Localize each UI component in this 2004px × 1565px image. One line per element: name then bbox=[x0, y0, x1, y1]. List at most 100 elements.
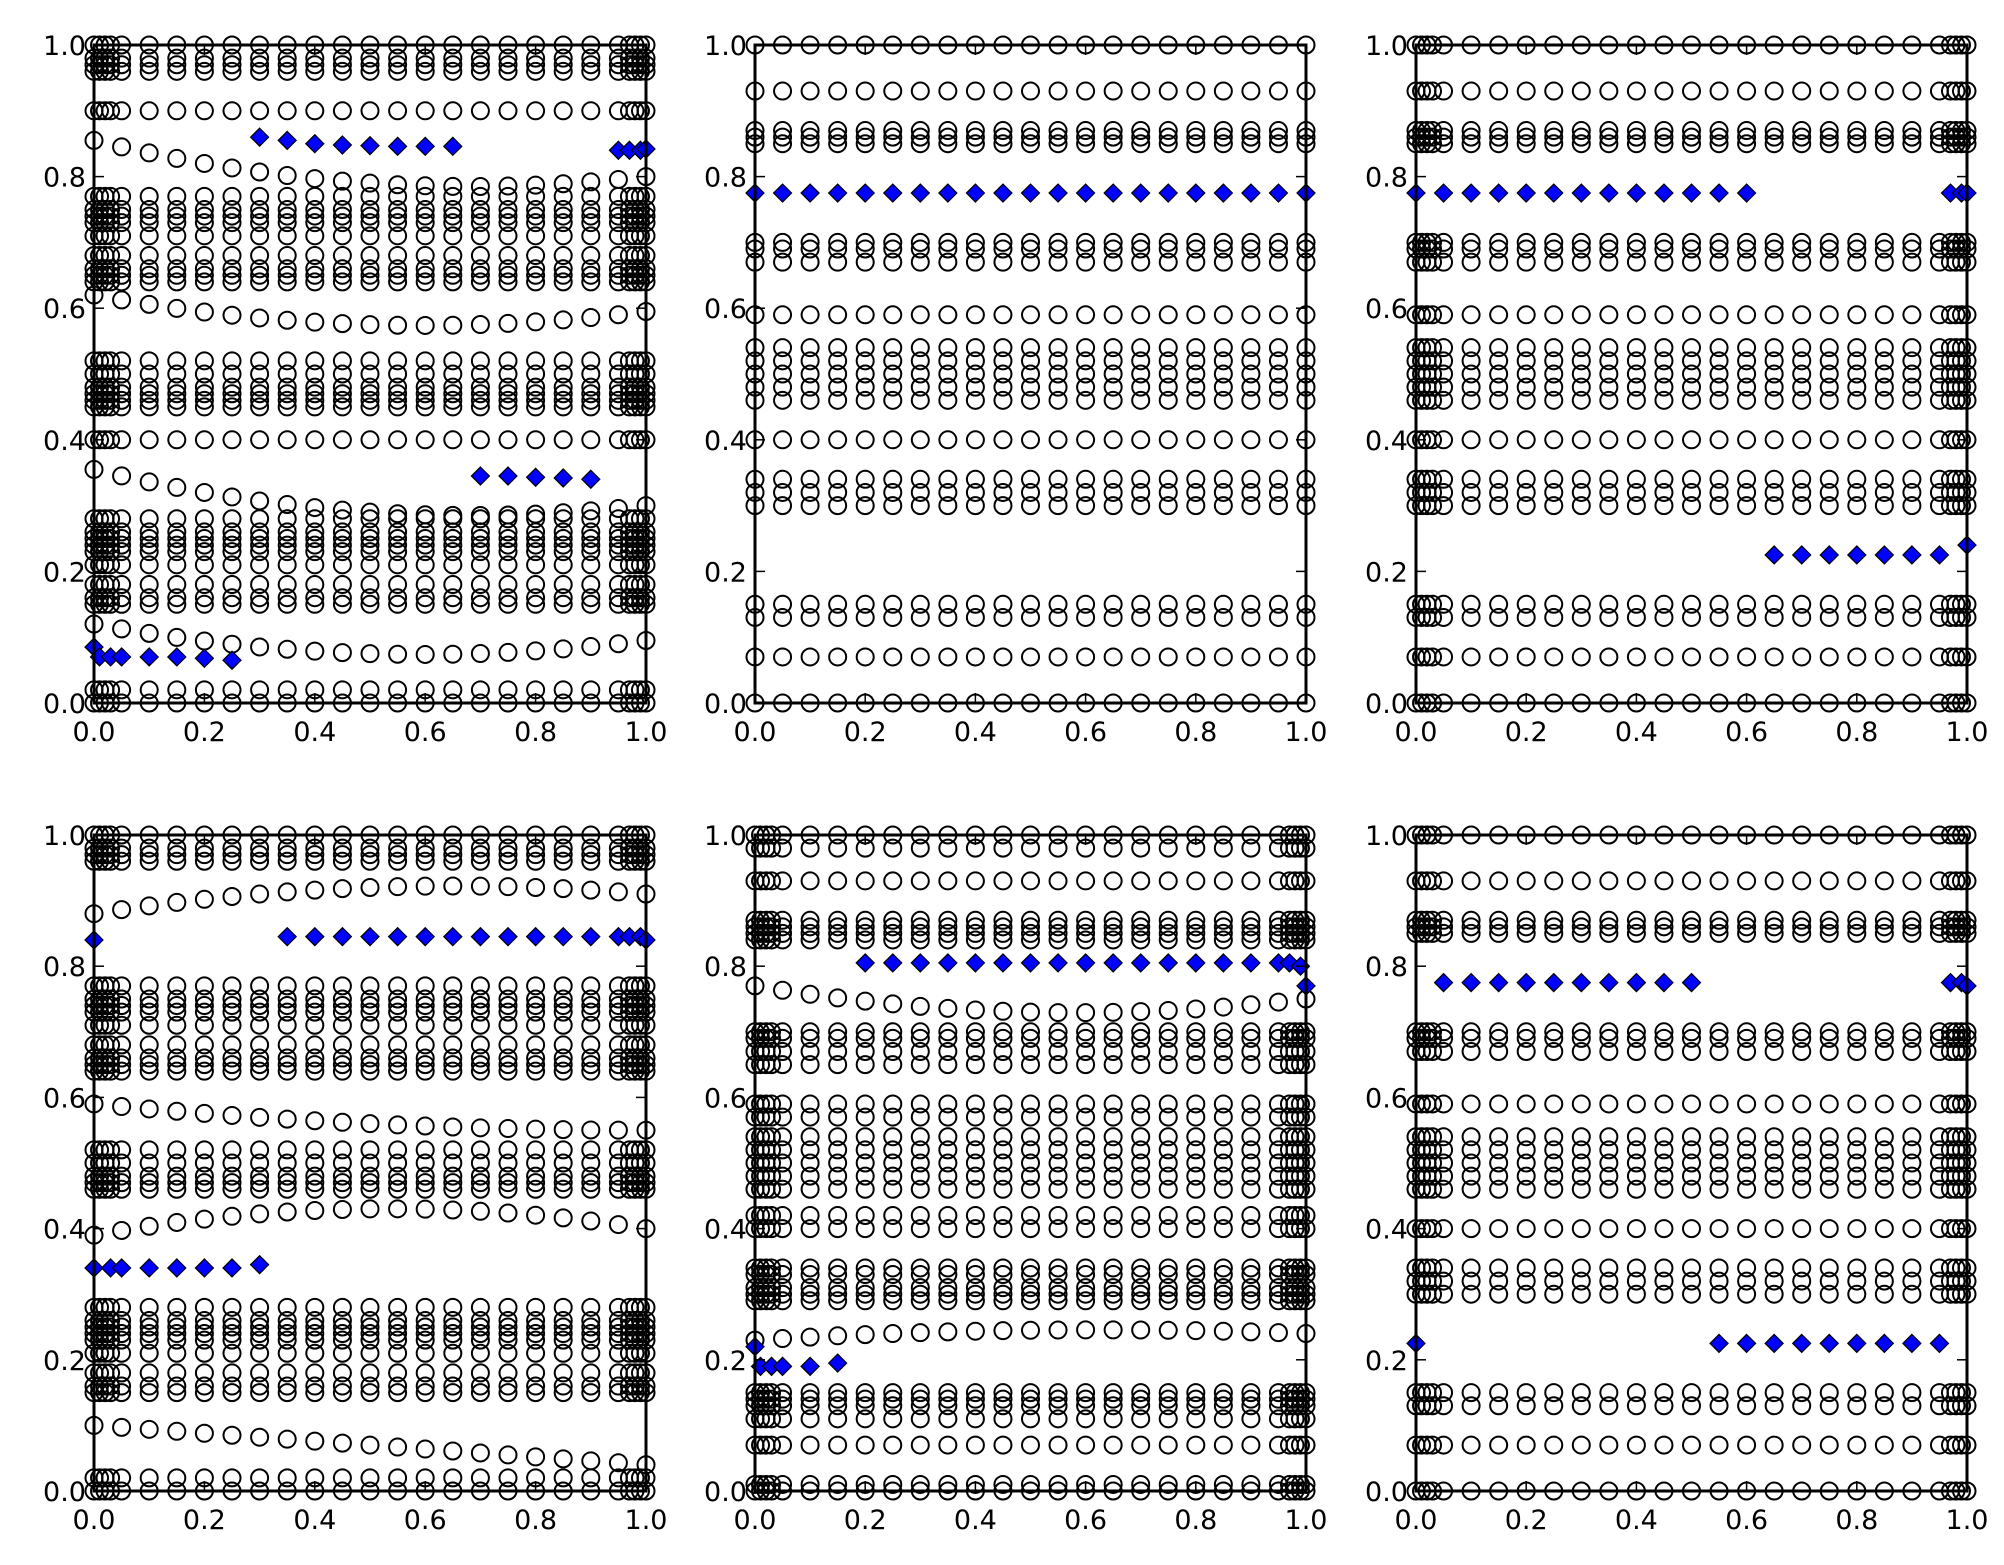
circle-point bbox=[828, 1179, 848, 1199]
circle-point bbox=[1682, 305, 1701, 325]
circle-point bbox=[95, 1310, 115, 1330]
circle-point bbox=[305, 430, 325, 450]
circle-point bbox=[993, 1107, 1013, 1127]
circle-point bbox=[1290, 1166, 1310, 1186]
circle-point bbox=[1412, 923, 1432, 943]
circle-point bbox=[498, 529, 518, 548]
circle-point bbox=[139, 351, 159, 371]
circle-point bbox=[1516, 364, 1536, 384]
circle-point bbox=[1213, 338, 1233, 358]
circle-point bbox=[443, 226, 463, 246]
circle-point bbox=[526, 1173, 546, 1193]
circle-point bbox=[1544, 1041, 1564, 1061]
circle-point bbox=[415, 384, 435, 404]
circle-point bbox=[1131, 232, 1151, 252]
circle-point bbox=[1544, 364, 1564, 384]
circle-point bbox=[1847, 232, 1867, 252]
circle-point bbox=[194, 555, 214, 575]
circle-point bbox=[1902, 239, 1922, 259]
circle-point bbox=[360, 246, 380, 266]
circle-point bbox=[250, 246, 270, 266]
x-tick-label: 0.0 bbox=[1395, 717, 1438, 748]
circle-point bbox=[619, 522, 639, 542]
circle-point bbox=[194, 1383, 214, 1403]
circle-point bbox=[250, 535, 270, 555]
circle-point bbox=[581, 529, 601, 548]
circle-point bbox=[630, 1173, 650, 1193]
diamond-point bbox=[1709, 183, 1729, 203]
circle-point bbox=[1412, 338, 1432, 358]
circle-point bbox=[828, 647, 848, 667]
circle-point bbox=[1103, 917, 1123, 937]
circle-point bbox=[277, 1363, 297, 1383]
circle-point bbox=[1847, 1219, 1867, 1239]
circle-point bbox=[1654, 1028, 1674, 1048]
circle-point bbox=[277, 384, 297, 404]
circle-point bbox=[1940, 1127, 1960, 1147]
circle-point bbox=[965, 910, 985, 930]
circle-point bbox=[1709, 232, 1729, 252]
circle-point bbox=[1279, 917, 1299, 937]
circle-point bbox=[1819, 351, 1839, 371]
circle-point bbox=[1792, 127, 1812, 147]
circle-point bbox=[1131, 1094, 1151, 1114]
circle-point bbox=[526, 1205, 546, 1225]
circle-point bbox=[1682, 1094, 1701, 1114]
circle-point bbox=[1516, 1271, 1536, 1291]
circle-point bbox=[762, 1041, 782, 1061]
circle-point bbox=[1412, 469, 1432, 489]
circle-point bbox=[1158, 239, 1178, 259]
circle-point bbox=[526, 989, 546, 1009]
circle-point bbox=[277, 1324, 297, 1344]
circle-point bbox=[305, 851, 325, 871]
circle-point bbox=[1186, 1205, 1206, 1225]
circle-point bbox=[855, 1383, 875, 1403]
diamond-point bbox=[1791, 1333, 1812, 1354]
circle-point bbox=[581, 1383, 601, 1403]
circle-point bbox=[1131, 1409, 1151, 1429]
circle-point bbox=[167, 1212, 187, 1232]
circle-point bbox=[773, 338, 793, 358]
circle-point bbox=[1544, 351, 1564, 371]
circle-point bbox=[828, 1278, 848, 1298]
circle-point bbox=[625, 246, 645, 266]
circle-point bbox=[581, 1343, 601, 1363]
circle-point bbox=[1279, 1396, 1299, 1416]
circle-point bbox=[1847, 338, 1867, 358]
circle-point bbox=[360, 351, 380, 371]
circle-point bbox=[756, 1409, 776, 1429]
circle-point bbox=[415, 1035, 435, 1055]
circle-point bbox=[855, 1055, 875, 1075]
circle-point bbox=[1241, 1094, 1261, 1114]
circle-point bbox=[1946, 469, 1966, 489]
circle-point bbox=[222, 1383, 242, 1403]
circle-point bbox=[305, 1055, 325, 1075]
circle-point bbox=[630, 1166, 650, 1186]
circle-point bbox=[1792, 430, 1812, 450]
circle-point bbox=[1131, 838, 1151, 858]
circle-point bbox=[828, 469, 848, 489]
circle-point bbox=[167, 892, 187, 912]
circle-point bbox=[1131, 647, 1151, 667]
circle-point bbox=[1571, 1271, 1591, 1291]
circle-point bbox=[277, 351, 297, 371]
circle-point bbox=[553, 1297, 573, 1317]
circle-point bbox=[625, 1468, 645, 1488]
circle-point bbox=[470, 1330, 490, 1350]
circle-point bbox=[619, 1173, 639, 1193]
circle-point bbox=[938, 1107, 958, 1127]
circle-point bbox=[1241, 1153, 1261, 1173]
points bbox=[84, 825, 656, 1501]
circle-point bbox=[1158, 1435, 1178, 1455]
circle-point bbox=[1946, 305, 1966, 325]
circle-point bbox=[388, 1199, 408, 1219]
circle-point bbox=[1461, 910, 1481, 930]
circle-point bbox=[332, 1297, 352, 1317]
circle-point bbox=[470, 1002, 490, 1022]
circle-point bbox=[1158, 430, 1178, 450]
circle-point bbox=[1682, 364, 1701, 384]
circle-point bbox=[1709, 923, 1729, 943]
circle-point bbox=[1461, 305, 1481, 325]
circle-point bbox=[1461, 1028, 1481, 1048]
circle-point bbox=[1764, 364, 1784, 384]
